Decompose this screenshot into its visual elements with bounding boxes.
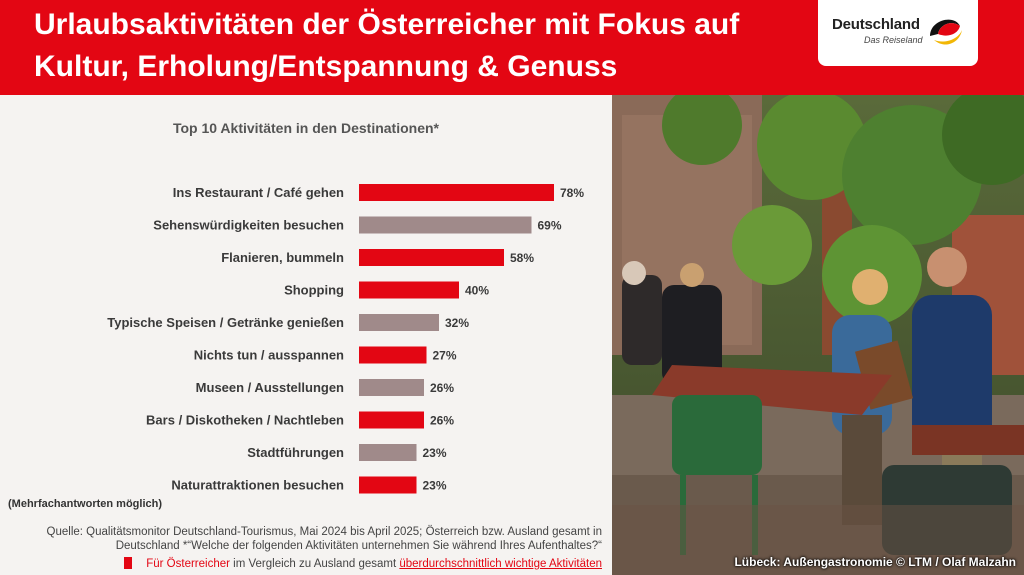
multiple-answers-note: (Mehrfachantworten möglich) <box>8 498 163 510</box>
restaurant-photo: Lübeck: Außengastronomie © LTM / Olaf Ma… <box>612 95 1024 575</box>
category-label: Typische Speisen / Getränke genießen <box>107 315 344 330</box>
bar <box>359 379 424 396</box>
source-line-1: Quelle: Qualitätsmonitor Deutschland-Tou… <box>46 526 602 538</box>
bar-chart: Ins Restaurant / Café gehen 78% Sehenswürd… <box>107 184 584 494</box>
logo: Deutschland Das Reiseland <box>818 0 978 66</box>
legend-text-3: überdurchschnittlich wichtige Aktivitäte… <box>399 558 602 570</box>
source-line-2: Deutschland *“Welche der folgenden Aktiv… <box>115 540 602 552</box>
value-label: 23% <box>423 446 447 460</box>
value-label: 32% <box>445 316 469 330</box>
bar <box>359 249 504 266</box>
value-label: 78% <box>560 186 584 200</box>
legend: Für Österreicher im Vergleich zu Ausland… <box>0 557 602 570</box>
title-line-1: Urlaubsaktivitäten der Österreicher mit … <box>34 8 740 41</box>
value-label: 58% <box>510 251 534 265</box>
category-label: Naturattraktionen besuchen <box>171 478 344 493</box>
value-label: 26% <box>430 414 454 428</box>
bar <box>359 476 417 494</box>
legend-text-2: im Vergleich zu Ausland gesamt <box>229 558 400 570</box>
header-banner: Urlaubsaktivitäten der Österreicher mit … <box>0 0 1024 95</box>
legend-text-1: Für Österreicher <box>146 558 230 570</box>
value-label: 40% <box>465 284 489 298</box>
cafe-scene-image <box>612 95 1024 575</box>
category-label: Stadtführungen <box>247 445 344 460</box>
legend-swatch <box>124 557 133 569</box>
photo-caption: Lübeck: Außengastronomie © LTM / Olaf Ma… <box>734 555 1016 569</box>
page-title: Urlaubsaktivitäten der Österreicher mit … <box>34 4 794 88</box>
title-line-2: Kultur, Erholung/Entspannung & Genuss <box>34 50 618 83</box>
chart-panel: Top 10 Aktivitäten in den Destinationen*… <box>0 95 612 575</box>
category-label: Sehenswürdigkeiten besuchen <box>153 218 344 233</box>
chart-title: Top 10 Aktivitäten in den Destinationen* <box>172 120 440 136</box>
bar <box>359 411 424 429</box>
bar <box>359 314 439 331</box>
value-label: 27% <box>433 349 457 363</box>
logo-name: Deutschland <box>832 16 920 33</box>
category-label: Flanieren, bummeln <box>221 250 344 265</box>
category-label: Nichts tun / ausspannen <box>194 348 344 363</box>
category-label: Bars / Diskotheken / Nachtleben <box>146 413 344 428</box>
category-label: Museen / Ausstellungen <box>196 380 344 395</box>
value-label: 23% <box>423 479 447 493</box>
source-note: Quelle: Qualitätsmonitor Deutschland-Tou… <box>0 525 602 553</box>
logo-tagline: Das Reiseland <box>864 35 923 45</box>
value-label: 26% <box>430 381 454 395</box>
bar <box>359 346 427 364</box>
category-label: Ins Restaurant / Café gehen <box>173 185 344 200</box>
bar <box>359 281 459 299</box>
logo-emblem-icon <box>930 19 962 45</box>
bar <box>359 184 554 201</box>
value-label: 69% <box>538 219 562 233</box>
bar <box>359 444 417 461</box>
bar <box>359 216 532 234</box>
category-label: Shopping <box>284 283 344 298</box>
